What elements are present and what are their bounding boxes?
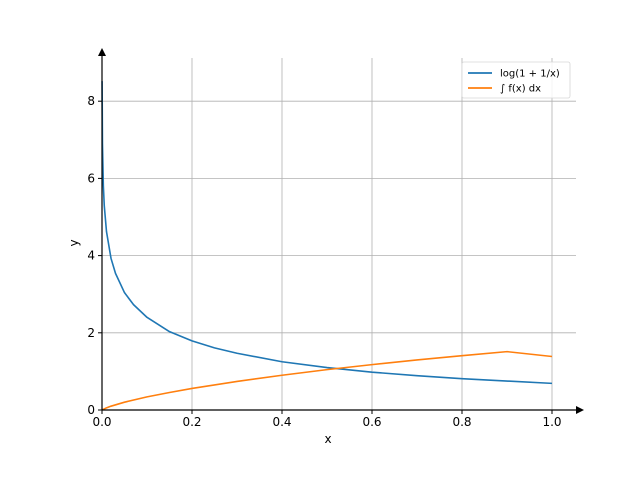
- x-tick-label-1: 0.2: [182, 415, 201, 429]
- y-tick-label-1: 2: [87, 326, 95, 340]
- x-tick-label-5: 1.0: [542, 415, 561, 429]
- y-tick-label-2: 4: [87, 249, 95, 263]
- x-tick-label-0: 0.0: [92, 415, 111, 429]
- legend-label-0: log(1 + 1/x): [500, 69, 560, 80]
- y-axis-arrow: [98, 48, 106, 56]
- y-tick-label-0: 0: [87, 403, 95, 417]
- x-tick-label-2: 0.4: [272, 415, 291, 429]
- series-line-0: [101, 81, 553, 385]
- x-tick-label-4: 0.8: [452, 415, 471, 429]
- x-tick-label-3: 0.6: [362, 415, 381, 429]
- legend-label-1: ∫ f(x) dx: [500, 84, 541, 95]
- x-axis-arrow: [576, 406, 584, 414]
- y-tick-label-3: 6: [87, 171, 95, 185]
- legend-box: [461, 61, 571, 99]
- y-tick-label-4: 8: [87, 94, 95, 108]
- y-axis-label: y: [67, 239, 81, 246]
- legend: log(1 + 1/x) ∫ f(x) dx: [461, 61, 571, 99]
- x-axis-label: x: [324, 432, 331, 446]
- ticks: 0.0 0.2 0.4 0.6 0.8 1.0 0 2 4 6 8: [87, 94, 561, 429]
- series-line-1: [101, 350, 553, 411]
- axes: [98, 48, 584, 414]
- grid-lines: [102, 58, 576, 410]
- series-layer: [101, 81, 553, 411]
